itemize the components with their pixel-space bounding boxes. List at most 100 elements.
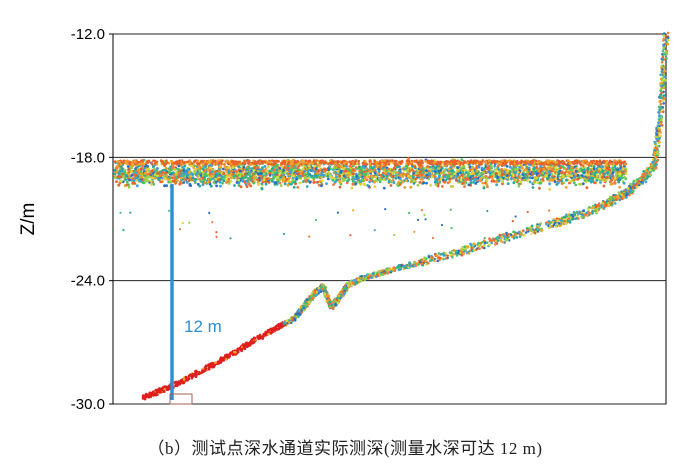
- data-point: [141, 159, 144, 162]
- data-point: [615, 162, 618, 166]
- y-tick-label: -12.0: [71, 26, 105, 43]
- data-point: [239, 172, 243, 176]
- data-point: [368, 159, 372, 163]
- data-point: [443, 168, 447, 172]
- data-point: [127, 185, 131, 189]
- data-point: [127, 174, 131, 177]
- data-point: [557, 170, 560, 174]
- data-point: [360, 168, 364, 171]
- data-point: [253, 172, 257, 176]
- data-point: [519, 180, 523, 184]
- y-tick-label: -30.0: [71, 396, 105, 413]
- data-point: [335, 178, 339, 182]
- data-point: [178, 182, 182, 186]
- data-point: [461, 170, 465, 174]
- data-point: [621, 171, 625, 175]
- data-point: [296, 166, 300, 170]
- data-point: [356, 167, 359, 170]
- data-point: [302, 161, 306, 165]
- data-point: [434, 177, 437, 181]
- data-point: [590, 160, 593, 163]
- data-point: [186, 168, 190, 172]
- data-point: [130, 170, 134, 174]
- data-point: [448, 177, 452, 181]
- data-point: [362, 170, 366, 174]
- data-point: [276, 175, 280, 179]
- data-point: [495, 180, 498, 184]
- data-point: [237, 165, 241, 169]
- data-point: [656, 124, 660, 128]
- data-point: [504, 168, 508, 172]
- data-point: [383, 168, 386, 172]
- data-point: [326, 177, 330, 181]
- data-point: [574, 172, 578, 176]
- data-point: [603, 178, 606, 182]
- data-point: [193, 177, 197, 181]
- data-point: [353, 162, 357, 166]
- data-point: [261, 169, 265, 172]
- data-point: [119, 179, 123, 183]
- data-point: [316, 172, 319, 175]
- data-point: [388, 159, 391, 163]
- data-point: [623, 175, 627, 179]
- data-point: [363, 162, 366, 166]
- data-point: [325, 182, 328, 186]
- data-point: [532, 181, 536, 185]
- data-point: [256, 178, 259, 182]
- data-point: [412, 182, 416, 185]
- data-point: [170, 160, 174, 163]
- data-point: [612, 162, 615, 166]
- data-point: [160, 173, 164, 177]
- data-point: [214, 180, 218, 184]
- data-point: [570, 174, 574, 178]
- data-point: [485, 167, 489, 171]
- data-point: [521, 173, 525, 176]
- data-point: [482, 186, 486, 190]
- data-point: [222, 179, 226, 183]
- data-point: [605, 176, 609, 179]
- data-point: [467, 172, 470, 176]
- data-point: [287, 166, 290, 170]
- data-point: [171, 171, 175, 175]
- data-point: [308, 181, 312, 184]
- data-point: [354, 172, 358, 176]
- data-point: [167, 180, 171, 184]
- data-point: [125, 183, 129, 187]
- data-point: [548, 188, 552, 191]
- data-point: [425, 181, 428, 185]
- data-point: [608, 159, 612, 163]
- data-point: [182, 181, 186, 184]
- data-point: [567, 166, 570, 170]
- data-point: [116, 160, 119, 163]
- data-point: [122, 175, 125, 178]
- data-point: [122, 161, 125, 164]
- data-point: [401, 180, 405, 184]
- data-point: [222, 172, 226, 176]
- data-point: [501, 172, 505, 176]
- data-point: [340, 165, 343, 169]
- data-point: [660, 61, 664, 64]
- data-point: [506, 182, 510, 186]
- data-point: [394, 176, 398, 180]
- data-point: [587, 179, 591, 182]
- data-point: [278, 181, 282, 185]
- data-point: [291, 178, 294, 182]
- data-point: [267, 181, 271, 184]
- data-point: [450, 159, 454, 163]
- data-point: [546, 177, 549, 180]
- data-point: [535, 166, 539, 169]
- data-point: [203, 178, 207, 182]
- data-point: [378, 161, 382, 164]
- data-point: [624, 167, 628, 171]
- data-point: [354, 182, 358, 186]
- data-point: [387, 162, 391, 166]
- data-point: [197, 162, 201, 166]
- data-point: [438, 162, 442, 166]
- data-point: [416, 174, 419, 178]
- data-point: [584, 166, 587, 170]
- data-point: [618, 176, 622, 180]
- data-point: [161, 160, 164, 163]
- data-point: [574, 169, 578, 173]
- data-point: [288, 171, 292, 174]
- data-point: [393, 162, 397, 165]
